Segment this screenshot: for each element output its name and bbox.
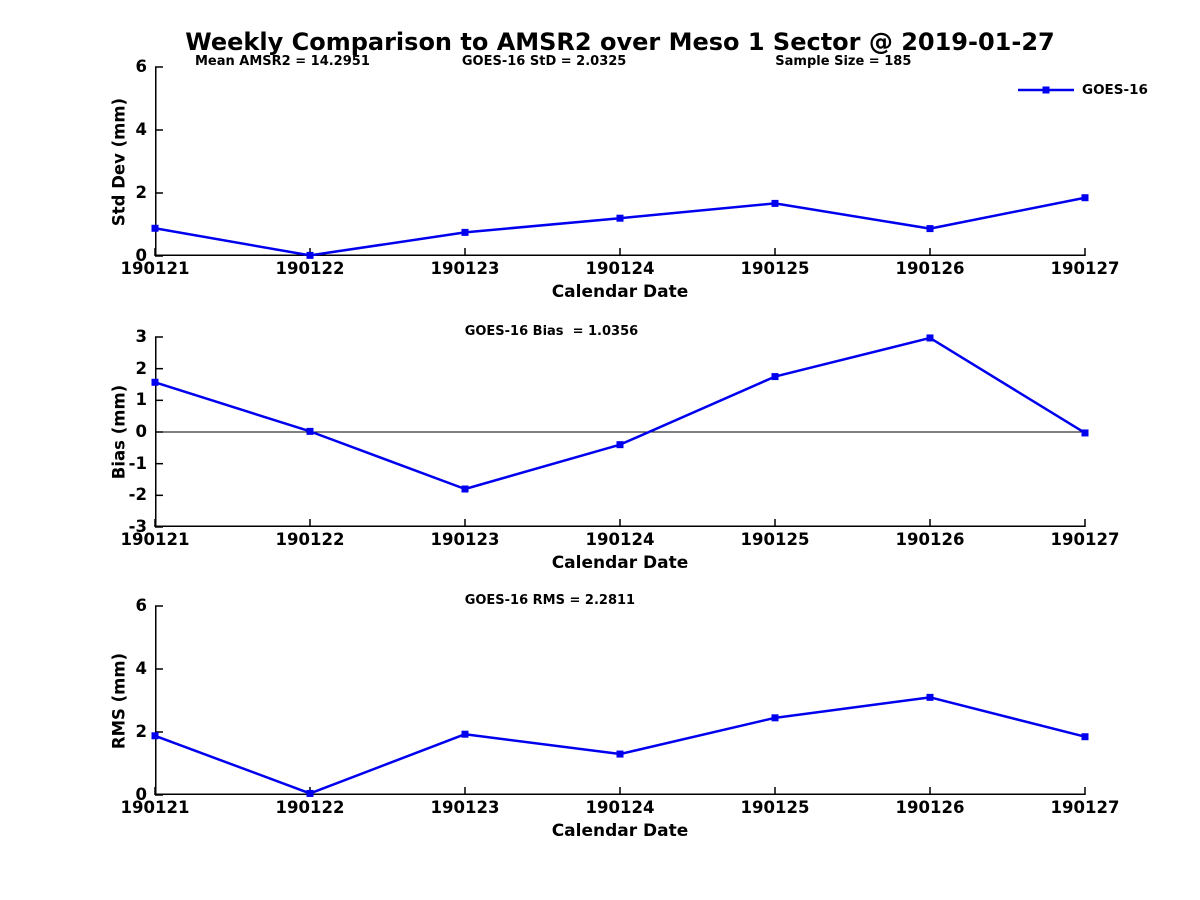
x-tick-label: 190122 — [275, 530, 345, 549]
x-tick-label: 190125 — [740, 530, 810, 549]
y-tick-label: -1 — [128, 453, 147, 473]
x-tick-label: 190125 — [740, 259, 810, 278]
y-tick-label: 2 — [135, 358, 147, 378]
x-tick-label: 190127 — [1050, 530, 1120, 549]
legend: GOES-16 — [1018, 82, 1148, 98]
legend-label: GOES-16 — [1082, 82, 1148, 98]
annotation: GOES-16 RMS = 2.2811 — [464, 593, 636, 608]
x-tick-label: 190122 — [275, 259, 345, 278]
subplot-stddev: Std Dev (mm) GOES-16 Calendar Date 0 2 4 6 1… — [110, 55, 1148, 302]
y-tick-label: 2 — [135, 722, 147, 741]
x-tick-label: 190127 — [1050, 259, 1120, 278]
annotation: GOES-16 Bias = 1.0356 — [464, 324, 639, 339]
stddev-y-axis-label: Std Dev (mm) — [109, 97, 129, 226]
x-tick-label: 190121 — [120, 798, 190, 817]
x-tick-label: 190122 — [275, 798, 345, 817]
annotation: GOES-16 StD = 2.0325 — [461, 54, 627, 69]
subplot-rms: RMS (mm) Calendar Date 0 2 4 6 190121 190122 1… — [110, 594, 1120, 841]
bias-x-axis-label: Calendar Date — [551, 553, 689, 573]
x-tick-label: 190124 — [585, 530, 655, 549]
y-tick-label: 0 — [135, 422, 147, 441]
y-tick-label: 0 — [135, 246, 147, 265]
y-tick-label: 4 — [135, 120, 147, 139]
y-tick-label: -3 — [128, 517, 147, 536]
y-tick-label: 2 — [135, 183, 147, 202]
stddev-line-chart — [151, 66, 1089, 259]
x-tick-label: 190124 — [585, 259, 655, 278]
figure-title: Weekly Comparison to AMSR2 over Meso 1 S… — [185, 28, 1055, 56]
rms-x-axis-label: Calendar Date — [551, 821, 689, 841]
x-tick-label: 190124 — [585, 798, 655, 817]
y-tick-label: 3 — [135, 327, 147, 346]
y-tick-label: 1 — [135, 390, 147, 410]
x-tick-label: 190123 — [430, 798, 500, 817]
x-tick-label: 190126 — [895, 530, 965, 549]
x-tick-label: 190121 — [120, 259, 190, 278]
y-tick-label: 6 — [135, 57, 147, 76]
rms-line-chart — [151, 605, 1089, 797]
bias-line-chart — [151, 334, 1089, 528]
x-tick-label: 190127 — [1050, 798, 1120, 817]
x-tick-label: 190121 — [120, 530, 190, 549]
y-tick-label: 4 — [135, 659, 147, 678]
x-tick-label: 190125 — [740, 798, 810, 817]
y-tick-label: 0 — [135, 785, 147, 804]
annotation: Sample Size = 185 — [775, 54, 912, 69]
x-tick-label: 190126 — [895, 798, 965, 817]
annotation: Mean AMSR2 = 14.2951 — [194, 54, 370, 69]
x-tick-label: 190126 — [895, 259, 965, 278]
subplot-bias: Bias (mm) Calendar Date 3 2 1 0 -1 -2 -3 190121… — [110, 325, 1120, 573]
legend-line-marker-icon — [1018, 86, 1074, 94]
x-tick-label: 190123 — [430, 530, 500, 549]
stddev-x-axis-label: Calendar Date — [551, 282, 689, 302]
x-tick-label: 190123 — [430, 259, 500, 278]
y-tick-label: -2 — [128, 485, 147, 505]
y-tick-label: 6 — [135, 596, 147, 615]
